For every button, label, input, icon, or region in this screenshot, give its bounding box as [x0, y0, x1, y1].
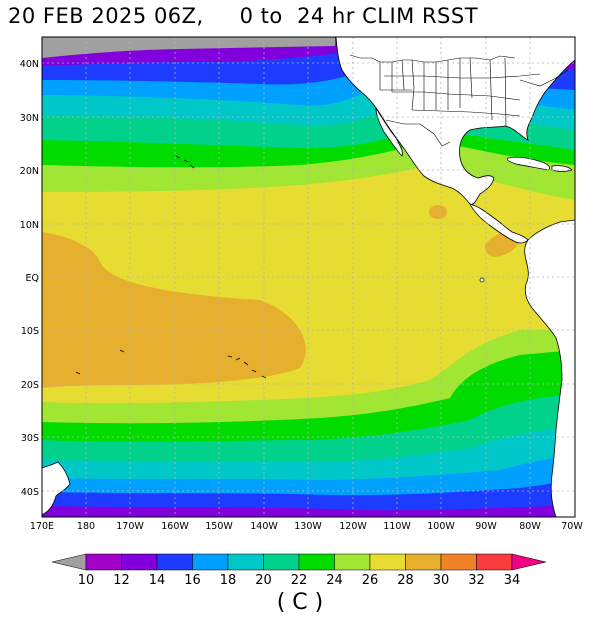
new-zealand-land [42, 461, 71, 515]
latitude-labels: 40N 30N 20N 10N EQ 10S 20S 30S 40S [20, 59, 39, 498]
lat-label: 30S [21, 433, 39, 444]
lon-label: 170W [116, 521, 144, 532]
north-america-land [335, 37, 575, 205]
lon-label: 80W [519, 521, 541, 532]
lon-label: 180 [77, 521, 95, 532]
lat-label: 40S [21, 487, 39, 498]
colorbar-below-arrow [51, 553, 87, 571]
colorbar-above-arrow [511, 553, 547, 571]
colorbar-swatch [192, 553, 229, 571]
colorbar-label: 32 [468, 573, 485, 588]
lat-label: 10S [21, 326, 39, 337]
colorbar-label: 24 [326, 573, 343, 588]
lat-label: 10N [20, 220, 39, 231]
map-title: 20 FEB 2025 06Z, 0 to 24 hr CLIM RSST [8, 4, 479, 28]
lon-label: 150W [205, 521, 233, 532]
colorbar-label: 12 [113, 573, 130, 588]
lon-label: 70W [561, 521, 583, 532]
south-america-land [524, 219, 575, 517]
colorbar-swatch [334, 553, 371, 571]
colorbar-swatch [440, 553, 477, 571]
sst-pool-28-mexico [429, 205, 447, 219]
lat-label: 20S [21, 380, 39, 391]
colorbar-swatch [156, 553, 193, 571]
lon-label: 120W [339, 521, 367, 532]
colorbar-swatch [369, 553, 406, 571]
colorbar-label: 20 [255, 573, 272, 588]
colorbar-swatch [121, 553, 158, 571]
lon-label: 90W [475, 521, 497, 532]
colorbar-label: 10 [78, 573, 95, 588]
colorbar-swatch [85, 553, 122, 571]
lat-label: 40N [20, 59, 39, 70]
lon-label: 140W [250, 521, 278, 532]
lon-label: 160W [161, 521, 189, 532]
colorbar-swatch [263, 553, 300, 571]
grid-lines [42, 37, 575, 517]
baja-california-land [375, 106, 403, 157]
colorbar-label: 28 [397, 573, 414, 588]
colorbar-swatch [227, 553, 264, 571]
lon-label: 110W [383, 521, 411, 532]
colorbar-swatch [405, 553, 442, 571]
lon-label: 170E [30, 521, 54, 532]
south-pacific-islands [75, 349, 267, 379]
sst-pool-28-west [42, 232, 306, 388]
colorbar-label: 22 [291, 573, 308, 588]
longitude-labels: 170E 180 170W 160W 150W 140W 130W 120W 1… [30, 521, 583, 532]
colorbar-label: 30 [433, 573, 450, 588]
colorbar-swatch [298, 553, 335, 571]
lat-label: 20N [20, 166, 39, 177]
colorbar-label: 14 [149, 573, 166, 588]
colorbar-swatch [476, 553, 513, 571]
lon-label: 100W [427, 521, 455, 532]
colorbar: 10 12 14 16 18 20 22 24 26 28 30 32 34 [51, 553, 547, 588]
colorbar-label: 18 [220, 573, 237, 588]
missing-data-region [42, 37, 335, 58]
lat-label: EQ [26, 273, 39, 284]
units-label: ( C ) [276, 590, 324, 615]
colorbar-label: 16 [184, 573, 201, 588]
lon-label: 130W [294, 521, 322, 532]
galapagos-land [479, 277, 485, 283]
map-frame [41, 36, 576, 518]
hawaii-land [175, 155, 195, 169]
lat-label: 30N [20, 113, 39, 124]
colorbar-label: 34 [504, 573, 521, 588]
political-borders [349, 54, 569, 147]
colorbar-label: 26 [362, 573, 379, 588]
